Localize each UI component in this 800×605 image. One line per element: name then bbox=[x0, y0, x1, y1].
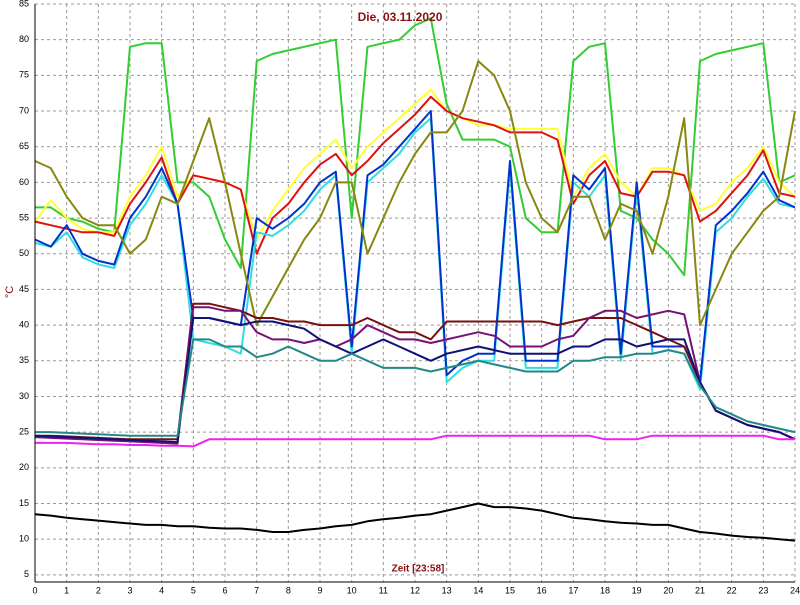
y-tick-label: 75 bbox=[19, 70, 29, 80]
series-line bbox=[34, 110, 796, 384]
series-line bbox=[34, 306, 796, 445]
y-tick-label: 85 bbox=[19, 0, 29, 8]
x-tick-label: 20 bbox=[663, 585, 673, 595]
y-tick-label: 20 bbox=[19, 462, 29, 472]
x-tick-label: 22 bbox=[727, 585, 737, 595]
x-tick-label: 4 bbox=[159, 585, 164, 595]
x-tick-label: 0 bbox=[32, 585, 37, 595]
x-tick-label: 11 bbox=[379, 585, 388, 595]
y-tick-label: 70 bbox=[19, 105, 29, 115]
series-line bbox=[34, 502, 796, 542]
series-line bbox=[34, 95, 796, 255]
x-tick-label: 8 bbox=[286, 585, 291, 595]
x-tick-label: 5 bbox=[191, 585, 196, 595]
chart-title: Die, 03.11.2020 bbox=[358, 10, 443, 24]
y-tick-label: 10 bbox=[19, 534, 29, 544]
x-tick-label: 13 bbox=[442, 585, 452, 595]
x-tick-label: 21 bbox=[695, 585, 705, 595]
series-line bbox=[34, 88, 796, 241]
x-tick-label: 7 bbox=[254, 585, 259, 595]
y-tick-label: 60 bbox=[19, 177, 29, 187]
y-tick-label: 50 bbox=[19, 248, 29, 258]
x-tick-label: 17 bbox=[568, 585, 578, 595]
y-tick-label: 65 bbox=[19, 141, 29, 151]
y-tick-label: 45 bbox=[19, 284, 29, 294]
x-tick-label: 23 bbox=[758, 585, 768, 595]
y-tick-label: 5 bbox=[24, 569, 29, 579]
x-tick-label: 14 bbox=[473, 585, 483, 595]
x-tick-label: 10 bbox=[347, 585, 357, 595]
y-tick-label: 30 bbox=[19, 391, 29, 401]
x-tick-label: 3 bbox=[127, 585, 132, 595]
x-tick-label: 19 bbox=[632, 585, 642, 595]
series-line bbox=[35, 338, 796, 437]
x-tick-label: 24 bbox=[790, 585, 800, 595]
x-tick-label: 9 bbox=[317, 585, 322, 595]
x-tick-label: 16 bbox=[537, 585, 547, 595]
series-line bbox=[34, 60, 796, 327]
series-line bbox=[35, 17, 796, 277]
y-axis-label: °C bbox=[4, 286, 16, 298]
x-tick-label: 2 bbox=[96, 585, 101, 595]
y-tick-label: 25 bbox=[19, 427, 29, 437]
y-tick-label: 35 bbox=[19, 355, 29, 365]
series-line bbox=[34, 317, 796, 444]
x-axis-label: Zeit [23:58] bbox=[392, 564, 445, 575]
lines bbox=[34, 17, 796, 542]
x-tick-label: 18 bbox=[600, 585, 610, 595]
series-line bbox=[35, 434, 795, 448]
y-tick-label: 40 bbox=[19, 319, 29, 329]
x-tick-label: 6 bbox=[222, 585, 227, 595]
y-tick-label: 80 bbox=[19, 34, 29, 44]
x-tick-label: 12 bbox=[410, 585, 420, 595]
x-tick-label: 1 bbox=[64, 585, 69, 595]
x-tick-label: 15 bbox=[505, 585, 515, 595]
y-tick-label: 55 bbox=[19, 212, 29, 222]
y-tick-label: 15 bbox=[19, 498, 29, 508]
